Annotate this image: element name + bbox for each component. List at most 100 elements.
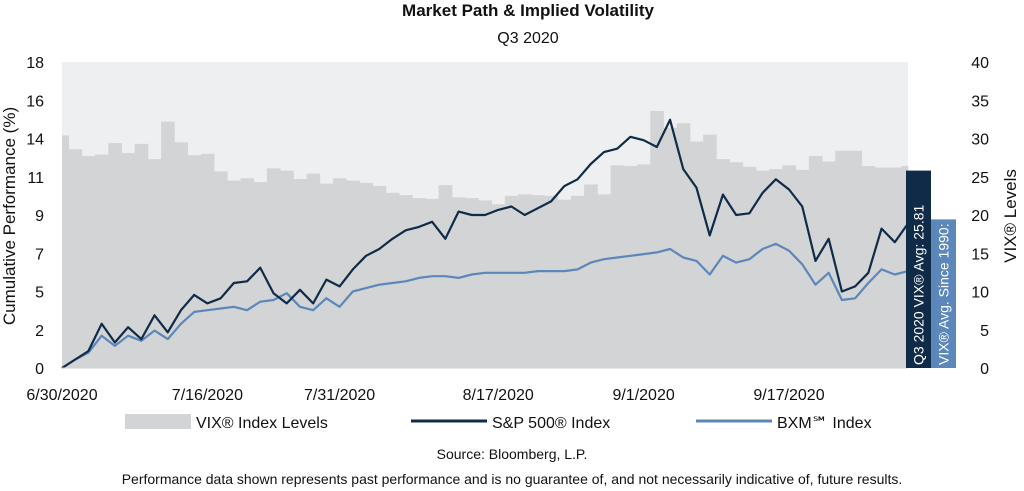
vix-bar (544, 195, 559, 369)
vix-bar (637, 164, 651, 368)
vix-bar (451, 197, 466, 368)
vix-bar (62, 135, 70, 368)
right-tick-label: 10 (971, 285, 989, 302)
legend-swatch-vix (125, 414, 191, 429)
series-lines (61, 118, 909, 369)
right-axis-ticks: 0 5 10 15 20 25 30 35 40 (971, 55, 989, 378)
vix-bar (874, 167, 889, 368)
vix-bar (610, 165, 625, 368)
vix-long-term-average-callout-box (931, 219, 956, 368)
vix-bar (253, 182, 268, 368)
source-note: Source: Bloomberg, L.P. (437, 446, 588, 462)
vix-bar (742, 166, 757, 368)
vix-bar (161, 121, 175, 368)
vix-bar (346, 180, 360, 368)
right-tick-label: 15 (971, 246, 989, 263)
x-tick-label: 7/16/2020 (172, 387, 243, 404)
vix-bar (584, 184, 598, 368)
vix-bar (663, 127, 678, 368)
vix-bar (822, 161, 836, 368)
chart-title: Market Path & Implied Volatility (402, 1, 654, 20)
vix-bar (478, 200, 493, 368)
left-tick-label: 2 (35, 323, 44, 340)
legend-label-bxm: BXM℠ Index (777, 415, 872, 432)
vix-bar (425, 198, 440, 368)
vix-bar (729, 162, 744, 368)
sp500-line (61, 118, 909, 369)
vix-bar (518, 194, 532, 368)
vix-bar (240, 178, 255, 368)
vix-bar (174, 142, 188, 368)
vix-long-term-average-callout-label: VIX® Avg. Since 1990: 19.42 (936, 184, 952, 365)
left-tick-label: 14 (26, 132, 44, 149)
left-tick-label: 9 (35, 208, 44, 225)
vix-bar (676, 123, 691, 368)
vix-bar (412, 198, 426, 368)
right-axis-title: VIX® Levels (1001, 169, 1020, 263)
vix-bar (703, 134, 717, 368)
x-tick-label: 6/30/2020 (26, 387, 97, 404)
chart-subtitle: Q3 2020 (497, 30, 558, 47)
vix-bar (835, 150, 849, 368)
x-tick-label: 8/17/2020 (463, 387, 534, 404)
vix-bar (108, 143, 122, 368)
vix-bar (808, 156, 823, 368)
right-tick-label: 20 (971, 208, 989, 225)
left-tick-label: 7 (35, 246, 44, 263)
x-axis-ticks: 6/30/2020 7/16/2020 7/31/2020 8/17/2020 9/1/… (26, 387, 824, 404)
vix-bar (280, 170, 294, 368)
x-tick-label: 9/17/2020 (753, 387, 824, 404)
x-tick-label: 7/31/2020 (304, 387, 375, 404)
right-tick-label: 5 (980, 323, 989, 340)
vix-bar (68, 149, 83, 368)
disclaimer-note: Performance data shown represents past p… (122, 471, 903, 487)
vix-bar (134, 143, 149, 368)
q3-vix-average-callout-box (906, 170, 931, 368)
vix-bar (557, 199, 572, 368)
vix-bar (81, 156, 96, 368)
vix-bar (716, 159, 730, 368)
vix-bar (888, 167, 902, 368)
vix-bar (293, 179, 307, 368)
vix-bar (266, 168, 281, 368)
right-tick-label: 25 (971, 170, 989, 187)
vix-bar (531, 195, 545, 368)
vix-average-callouts: Q3 2020 VIX® Avg: 25.81 VIX® Avg. Since 1… (906, 170, 956, 368)
left-tick-label: 18 (26, 55, 44, 72)
vix-bar (861, 166, 876, 368)
right-tick-label: 40 (971, 55, 989, 72)
vix-bar (214, 171, 228, 368)
left-tick-label: 0 (35, 361, 44, 378)
vix-bar (848, 150, 863, 368)
legend: VIX® Index Levels S&P 500® Index BXM℠ In… (125, 414, 872, 432)
legend-label-vix: VIX® Index Levels (196, 415, 328, 432)
right-tick-label: 0 (980, 361, 989, 378)
vix-bar (187, 155, 202, 368)
vix-bar (623, 166, 638, 368)
vix-bar (769, 169, 783, 368)
vix-bars (62, 110, 909, 369)
right-tick-label: 30 (971, 132, 989, 149)
x-tick-label: 9/1/2020 (612, 387, 674, 404)
left-tick-label: 11 (27, 170, 44, 187)
vix-bar (782, 165, 797, 368)
vix-bar (227, 180, 241, 368)
vix-bar (597, 194, 611, 368)
vix-bar (570, 195, 585, 369)
vix-bar (901, 166, 909, 368)
vix-bar (465, 198, 479, 368)
vix-bar (95, 154, 109, 368)
left-axis-title: Cumulative Performance (%) (0, 107, 19, 325)
q3-vix-average-callout-label: Q3 2020 VIX® Avg: 25.81 (911, 205, 927, 365)
left-tick-label: 5 (35, 285, 44, 302)
vix-bar (332, 178, 347, 368)
vix-bar (359, 182, 374, 368)
right-tick-label: 35 (971, 93, 989, 110)
legend-label-sp500: S&P 500® Index (492, 415, 610, 432)
vix-bar (147, 159, 162, 368)
bxm-line (61, 242, 909, 369)
vix-bar (650, 110, 664, 369)
vix-bar (372, 185, 387, 368)
vix-bar (755, 170, 770, 368)
